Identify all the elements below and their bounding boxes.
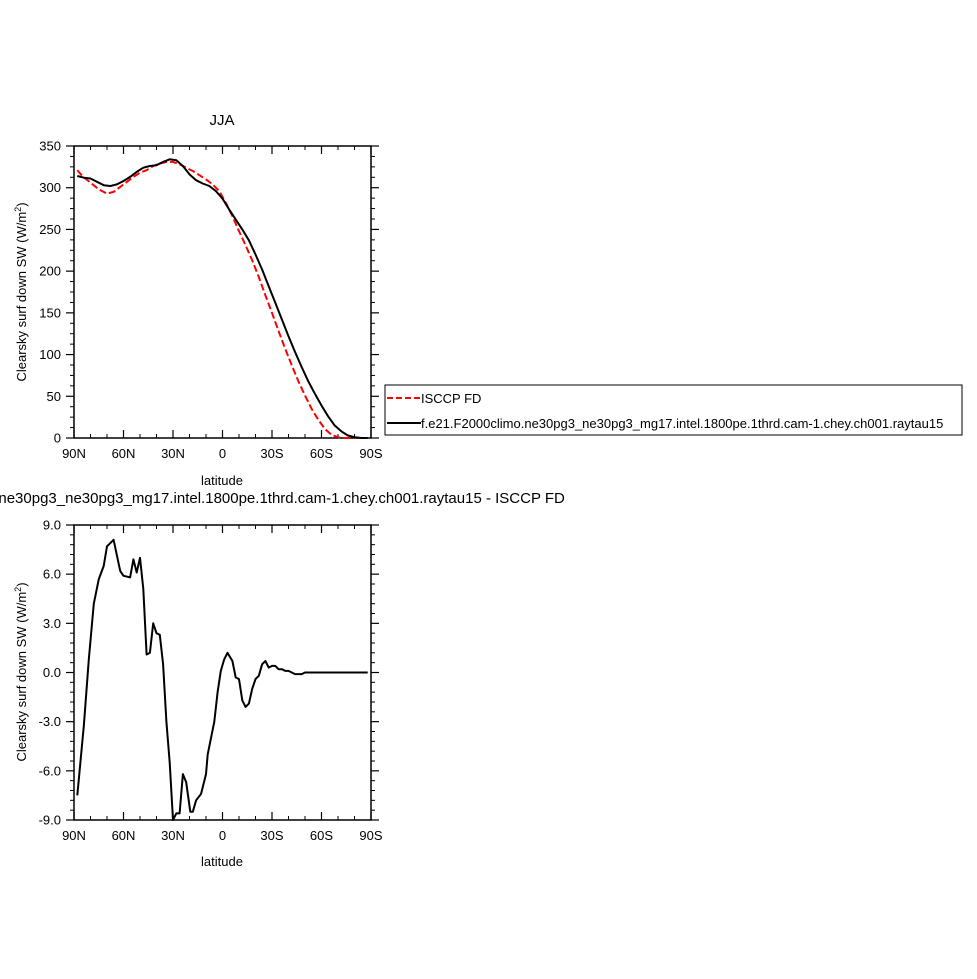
legend-label-isccp: ISCCP FD xyxy=(421,391,481,406)
y-tick-label: 300 xyxy=(39,180,61,195)
x-tick-label: 60N xyxy=(112,446,136,461)
y-tick-label: 250 xyxy=(39,222,61,237)
chart-title: f.e21.F2000climo.ne30pg3_ne30pg3_mg17.in… xyxy=(0,490,565,507)
x-tick-label: 60N xyxy=(112,828,136,843)
y-tick-label: 200 xyxy=(39,264,61,279)
x-tick-label: 30N xyxy=(161,446,185,461)
x-tick-label: 90N xyxy=(62,446,86,461)
y-tick-label: 6.0 xyxy=(43,567,61,582)
chart-title: JJA xyxy=(209,112,234,129)
legend-label-model: f.e21.F2000climo.ne30pg3_ne30pg3_mg17.in… xyxy=(421,416,943,431)
axis-ticks: 90N 60N 30N 0 30S 60S 90S -9.0 -6.0 -3.0 0.0 3.0 6.0… xyxy=(39,518,383,844)
y-tick-label: 9.0 xyxy=(43,518,61,533)
series-line-0 xyxy=(76,538,368,821)
y-tick-label: 3.0 xyxy=(43,616,61,631)
x-tick-label: 90S xyxy=(359,828,382,843)
x-axis-label: latitude xyxy=(201,854,243,869)
series-group xyxy=(76,538,368,821)
y-tick-label: 0 xyxy=(54,431,61,446)
top-panel: JJA 90N 60N 30N 0 30S 60S 90S 0 50 100 150 200 250 30… xyxy=(13,112,383,488)
x-tick-label: 0 xyxy=(219,446,226,461)
legend-box xyxy=(384,384,963,436)
x-tick-label: 90S xyxy=(359,446,382,461)
y-tick-label: 0.0 xyxy=(43,665,61,680)
x-tick-label: 0 xyxy=(219,828,226,843)
x-tick-label: 90N xyxy=(62,828,86,843)
y-tick-label: -6.0 xyxy=(39,763,61,778)
y-tick-label: -3.0 xyxy=(39,714,61,729)
bottom-panel: f.e21.F2000climo.ne30pg3_ne30pg3_mg17.in… xyxy=(0,490,565,869)
plot-frame xyxy=(73,145,372,439)
x-tick-label: 30S xyxy=(260,446,283,461)
legend: ISCCP FD f.e21.F2000climo.ne30pg3_ne30pg… xyxy=(384,384,963,436)
y-tick-label: 150 xyxy=(39,305,61,320)
series-line-1 xyxy=(77,158,368,439)
x-tick-label: 60S xyxy=(310,828,333,843)
y-tick-label: 50 xyxy=(47,389,61,404)
x-axis-label: latitude xyxy=(201,473,243,488)
series-line-0 xyxy=(76,160,368,439)
y-tick-label: 100 xyxy=(39,347,61,362)
x-tick-label: 60S xyxy=(310,446,333,461)
y-axis-label: Clearsky surf down SW (W/m2) xyxy=(13,582,29,761)
axis-ticks: 90N 60N 30N 0 30S 60S 90S 0 50 100 150 200 250 300 350 xyxy=(39,139,383,462)
x-tick-label: 30S xyxy=(260,828,283,843)
y-tick-label: -9.0 xyxy=(39,813,61,828)
x-tick-label: 30N xyxy=(161,828,185,843)
y-tick-label: 350 xyxy=(39,139,61,154)
y-axis-label: Clearsky surf down SW (W/m2) xyxy=(13,202,29,381)
series-group xyxy=(76,158,368,439)
